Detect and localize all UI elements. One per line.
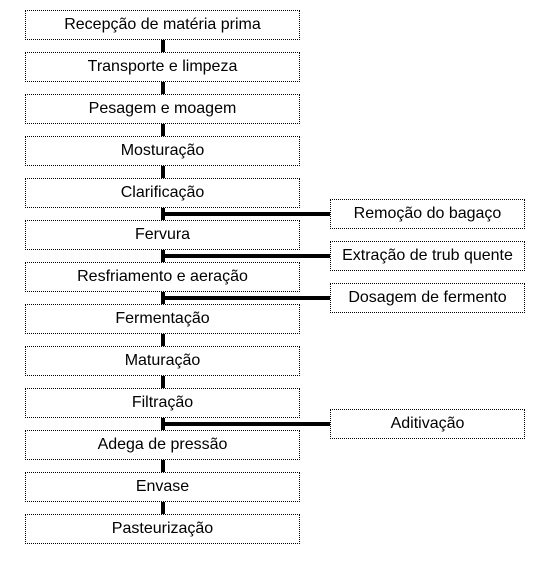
main-step: Envase xyxy=(25,472,300,502)
main-step: Mosturação xyxy=(25,136,300,166)
main-step: Maturação xyxy=(25,346,300,376)
main-connector xyxy=(161,166,165,178)
main-connector xyxy=(161,334,165,346)
side-step-label: Dosagem de fermento xyxy=(348,289,506,307)
main-step-label: Maturação xyxy=(125,352,201,370)
main-step: Pesagem e moagem xyxy=(25,94,300,124)
main-step-label: Mosturação xyxy=(121,142,205,160)
side-connector xyxy=(163,296,331,300)
side-step: Remoção do bagaço xyxy=(330,199,525,229)
main-connector xyxy=(161,82,165,94)
side-connector xyxy=(163,254,331,258)
main-step: Filtração xyxy=(25,388,300,418)
main-connector xyxy=(161,460,165,472)
main-step: Resfriamento e aeração xyxy=(25,262,300,292)
main-step-label: Filtração xyxy=(132,394,193,412)
main-connector xyxy=(161,40,165,52)
main-step: Recepção de matéria prima xyxy=(25,10,300,40)
main-connector xyxy=(161,376,165,388)
main-step-label: Clarificação xyxy=(121,184,205,202)
main-step-label: Pasteurização xyxy=(112,520,213,538)
main-step-label: Recepção de matéria prima xyxy=(64,16,261,34)
main-step-label: Adega de pressão xyxy=(98,436,228,454)
side-step: Dosagem de fermento xyxy=(330,283,525,313)
main-step-label: Envase xyxy=(136,478,189,496)
main-step: Fervura xyxy=(25,220,300,250)
side-step: Extração de trub quente xyxy=(330,241,525,271)
main-step: Clarificação xyxy=(25,178,300,208)
main-step-label: Pesagem e moagem xyxy=(89,100,237,118)
main-step: Pasteurização xyxy=(25,514,300,544)
main-step-label: Transporte e limpeza xyxy=(88,58,238,76)
main-step-label: Fermentação xyxy=(115,310,209,328)
side-step-label: Aditivação xyxy=(391,415,465,433)
main-step: Fermentação xyxy=(25,304,300,334)
side-connector xyxy=(163,422,331,426)
main-step-label: Resfriamento e aeração xyxy=(77,268,248,286)
main-step: Adega de pressão xyxy=(25,430,300,460)
main-connector xyxy=(161,124,165,136)
side-step-label: Remoção do bagaço xyxy=(354,205,502,223)
side-step-label: Extração de trub quente xyxy=(342,247,513,265)
side-step: Aditivação xyxy=(330,409,525,439)
flowchart-canvas: Recepção de matéria prima Transporte e li… xyxy=(0,0,559,575)
main-step: Transporte e limpeza xyxy=(25,52,300,82)
side-connector xyxy=(163,212,331,216)
main-step-label: Fervura xyxy=(135,226,190,244)
main-connector xyxy=(161,502,165,514)
